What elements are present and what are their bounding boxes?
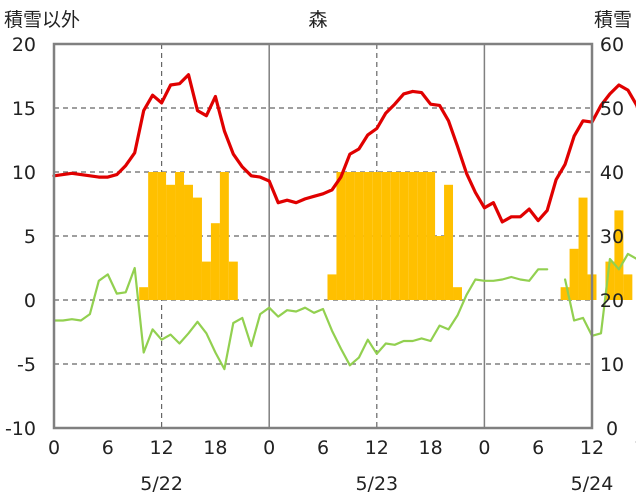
bar [201,261,211,300]
right-tick-label: 10 [600,354,624,376]
left-tick-label: 5 [24,226,36,248]
bar [605,261,615,300]
right-tick-label: 20 [600,290,624,312]
bar [139,287,149,300]
bar [210,223,220,300]
right-tick-label: 60 [600,34,624,56]
left-tick-label: 15 [12,98,36,120]
bar [354,172,364,300]
left-tick-label: -10 [5,418,36,440]
x-tick-label: 0 [48,437,60,459]
left-tick-label: -5 [17,354,36,376]
date-label: 5/24 [571,473,614,495]
x-tick-label: 18 [419,437,443,459]
bar [372,172,382,300]
right-tick-label: 40 [600,162,624,184]
bar [336,172,346,300]
bar [560,287,570,300]
bar [166,184,176,300]
x-tick-label: 0 [478,437,490,459]
bar [381,172,391,300]
bar [408,172,418,300]
bar [426,172,436,300]
left-tick-label: 10 [12,162,36,184]
bar [399,172,409,300]
bar [453,287,462,300]
grid [54,44,592,428]
right-tick-label: 50 [600,98,624,120]
right-tick-label: 0 [606,418,618,440]
right-axis-label: 積雪 [594,9,632,31]
x-tick-label: 0 [263,437,275,459]
date-label: 5/23 [355,473,398,495]
bar [435,236,445,300]
bar [390,172,400,300]
bar [444,184,454,300]
plot-frame [52,42,594,430]
bar [417,172,427,300]
x-tick-label: 6 [532,437,544,459]
x-tick-label: 12 [580,437,604,459]
x-tick-label: 6 [317,437,329,459]
bar [578,197,588,300]
line-red [52,73,636,224]
line-green [52,266,549,371]
bar [623,274,633,300]
bar [219,172,229,300]
bar [192,197,202,300]
x-tick-label: 18 [634,437,636,459]
bar [148,172,158,300]
left-tick-label: 20 [12,34,36,56]
bar [345,172,355,300]
bar [157,172,167,300]
bar [184,184,193,300]
line-green [563,252,636,337]
x-tick-label: 18 [203,437,227,459]
bar [363,172,373,300]
x-tick-label: 12 [365,437,389,459]
left-axis-label: 積雪以外 [4,9,80,31]
line-series [52,73,636,371]
bar [569,248,579,300]
bar [175,172,185,300]
bar [614,210,624,300]
x-tick-label: 6 [102,437,114,459]
chart-title: 森 [308,9,327,31]
bar [228,261,238,300]
date-label: 5/22 [140,473,183,495]
bar [327,274,337,300]
left-tick-label: 0 [24,290,36,312]
right-tick-label: 30 [600,226,624,248]
x-tick-label: 12 [150,437,174,459]
plot-border [52,42,594,430]
